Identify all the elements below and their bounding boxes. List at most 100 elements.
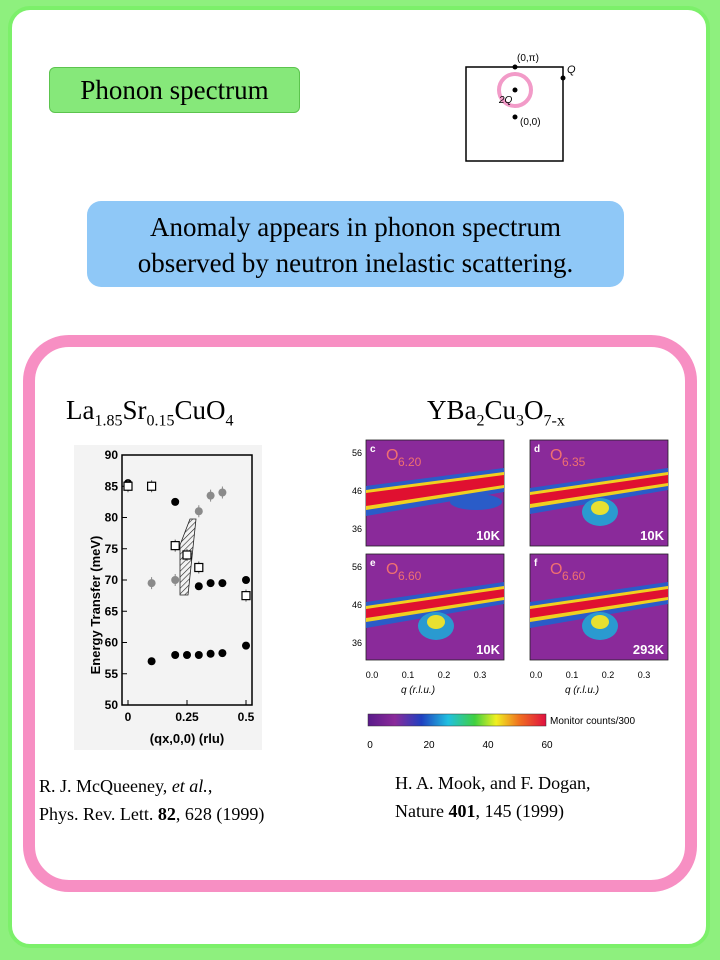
label-top: (0,π) [517, 53, 539, 64]
label-2q: 2Q [498, 95, 513, 106]
heat-xlabel-2: q (r.l.u.) [565, 685, 599, 696]
anomaly-box: Anomaly appears in phonon spectrum obser… [87, 201, 624, 287]
y-tick-label: 75 [105, 542, 119, 556]
heat-xlabel-1: q (r.l.u.) [401, 685, 435, 696]
x-tick-label: 0 [125, 710, 132, 724]
anomaly-line-2: observed by neutron inelastic scattering… [137, 248, 574, 278]
panel-temp: 293K [633, 642, 665, 657]
reference-left: R. J. McQueeney, et al., Phys. Rev. Lett… [39, 776, 265, 824]
heat-y-tick-label: 56 [352, 448, 362, 458]
chart-ylabel: Energy Transfer (meV) [88, 536, 103, 675]
heatmap-panel-d: d O 6.35 10K [529, 439, 669, 547]
y-tick-label: 70 [105, 573, 119, 587]
heat-x-tick-label: 0.0 [366, 670, 379, 680]
panel-label: O [386, 447, 398, 464]
anomaly-line-1: Anomaly appears in phonon spectrum [150, 212, 561, 242]
x-tick-label: 0.25 [175, 710, 199, 724]
colorbar-label: Monitor counts/300 [550, 716, 635, 727]
panel-label: O [550, 447, 562, 464]
data-point-black [194, 582, 203, 591]
reference-right: H. A. Mook, and F. Dogan, Nature 401, 14… [395, 773, 591, 821]
heat-x-tick-label: 0.3 [638, 670, 651, 680]
data-point-open-square [123, 481, 133, 491]
data-point-black [242, 576, 250, 584]
heatmap-panel-f: f O 6.60 293K [529, 553, 669, 661]
data-point-open-square [182, 550, 192, 560]
low-branch [450, 494, 502, 510]
data-point-black [171, 651, 180, 659]
slide-title: Phonon spectrum [49, 67, 300, 113]
data-point-black [147, 657, 156, 666]
data-point-open-square [194, 562, 204, 573]
data-point-black [171, 497, 180, 506]
anomaly-core [427, 615, 445, 629]
band-core [530, 475, 668, 504]
panel-sub: 6.60 [562, 569, 586, 583]
colorbar-tick-label: 60 [541, 740, 553, 751]
brillouin-zone-diagram: (0,π) Q 2Q (0,0) [465, 53, 576, 162]
heatmap-panel-e: e O 6.60 10K 56 46 36 [352, 553, 505, 661]
heat-x-tick-label: 0.1 [566, 670, 579, 680]
plot-frame [121, 454, 253, 706]
data-point-open-square [146, 481, 157, 491]
heat-y-tick-label: 56 [352, 562, 362, 572]
panel-letter: c [370, 444, 376, 455]
chart-xlabel: (qx,0,0) (rlu) [150, 731, 224, 746]
panel-letter: d [534, 444, 540, 455]
band-core [530, 589, 668, 618]
point-q [560, 75, 566, 81]
heatmap-panel-c: c O 6.20 10K 56 46 36 [352, 439, 505, 547]
phonon-dispersion-chart: Energy Transfer (meV) 50 55 60 65 70 75 80 85 90… [74, 445, 262, 750]
heat-x-tick-label: 0.3 [474, 670, 487, 680]
panel-sub: 6.20 [398, 455, 422, 469]
y-tick-label: 50 [105, 698, 119, 712]
panel-sub: 6.60 [398, 569, 422, 583]
data-point-open-square [170, 541, 180, 551]
panel-letter: e [370, 558, 376, 569]
data-point-grey [147, 579, 156, 588]
data-point-grey [218, 488, 227, 497]
band-core [366, 475, 504, 506]
data-point-black [194, 651, 203, 659]
data-point-grey [171, 576, 180, 584]
point-top [512, 64, 518, 70]
y-tick-label: 90 [105, 448, 119, 462]
data-point-grey [194, 507, 203, 516]
label-origin: (0,0) [520, 117, 541, 128]
panel-letter: f [534, 558, 538, 569]
band-core [366, 589, 504, 618]
y-tick-label: 60 [105, 636, 119, 650]
colorbar-tick-label: 40 [482, 740, 494, 751]
data-point-black [206, 579, 215, 588]
point-origin [512, 114, 518, 120]
anomaly-core [591, 501, 609, 515]
y-tick-label: 65 [105, 604, 119, 618]
panel-temp: 10K [640, 528, 664, 543]
formula-lsco: La1.85Sr0.15CuO4 [66, 395, 234, 430]
panel-label: O [386, 561, 398, 578]
heat-x-tick-label: 0.2 [438, 670, 451, 680]
data-point-black [183, 651, 191, 659]
panel-temp: 10K [476, 528, 500, 543]
data-point-open-square [241, 591, 251, 601]
data-point-black [242, 641, 250, 650]
colorbar-tick-label: 0 [367, 740, 373, 751]
heat-x-tick-label: 0.2 [602, 670, 615, 680]
y-tick-label: 80 [105, 511, 119, 525]
panel-temp: 10K [476, 642, 500, 657]
data-point-black [218, 649, 227, 658]
heat-y-tick-label: 46 [352, 486, 362, 496]
heat-y-tick-label: 36 [352, 524, 362, 534]
data-point-grey [206, 491, 215, 500]
y-tick-label: 85 [105, 479, 119, 493]
heat-x-tick-label: 0.0 [530, 670, 543, 680]
formula-ybco: YBa2Cu3O7-x [427, 395, 565, 430]
colorbar-tick-label: 20 [423, 740, 435, 751]
colorbar [367, 713, 547, 727]
panel-sub: 6.35 [562, 455, 586, 469]
label-q: Q [567, 64, 576, 76]
heat-y-tick-label: 46 [352, 600, 362, 610]
heat-x-tick-label: 0.1 [402, 670, 415, 680]
panel-label: O [550, 561, 562, 578]
